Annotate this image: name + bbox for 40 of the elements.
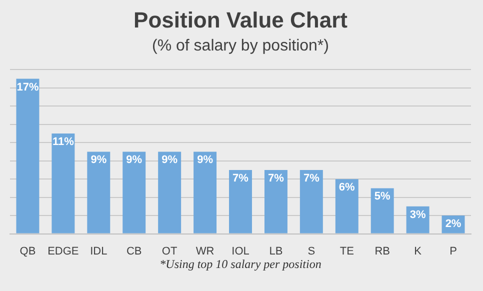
bar	[16, 78, 40, 234]
x-tick-label: P	[450, 245, 457, 258]
data-label: 7%	[303, 172, 320, 184]
x-tick-label: CB	[126, 245, 142, 258]
bar	[335, 179, 358, 234]
data-label: 9%	[90, 154, 107, 166]
x-tick-label: EDGE	[48, 245, 79, 258]
x-tick-label: TE	[340, 245, 354, 258]
chart-title: Position Value Chart	[134, 7, 348, 32]
bar	[264, 170, 288, 234]
bar	[370, 188, 394, 234]
data-label: 17%	[16, 81, 39, 94]
bar	[194, 152, 217, 234]
x-tick-label: K	[414, 245, 422, 258]
bar	[87, 152, 110, 234]
data-label: 9%	[197, 154, 214, 166]
chart-subtitle: (% of salary by position*)	[152, 37, 329, 54]
data-label: 9%	[162, 154, 178, 166]
x-tick-label: LB	[269, 245, 283, 258]
data-label: 2%	[445, 218, 462, 230]
data-label: 5%	[374, 190, 391, 203]
x-tick-label: WR	[196, 245, 214, 258]
x-tick-label: OT	[162, 245, 178, 258]
data-label: 7%	[232, 172, 249, 184]
bar	[52, 133, 75, 234]
bar	[229, 170, 252, 234]
data-label: 7%	[268, 172, 284, 184]
x-tick-label: IDL	[90, 245, 108, 258]
x-tick-label: S	[308, 245, 316, 258]
bar	[158, 152, 182, 234]
x-tick-label: IOL	[232, 245, 250, 258]
data-label: 6%	[338, 182, 356, 194]
bar	[122, 152, 146, 234]
data-label: 11%	[52, 136, 74, 148]
data-label: 9%	[126, 154, 142, 166]
text: *Using top 10 salary per position	[160, 257, 322, 272]
bar	[300, 170, 323, 234]
x-tick-label: RB	[374, 245, 390, 258]
data-label: 3%	[410, 208, 426, 221]
x-tick-label: QB	[20, 245, 36, 258]
